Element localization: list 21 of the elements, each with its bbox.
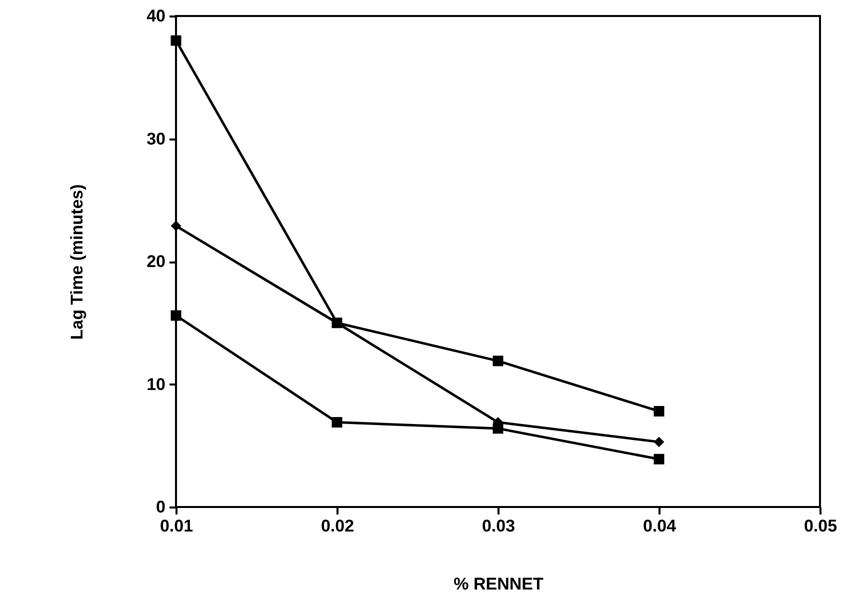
point	[492, 423, 504, 434]
x-tick-label: 0.01	[160, 516, 194, 536]
point	[170, 220, 182, 232]
y-tick-label: 20	[146, 252, 166, 271]
y-tick-label: 10	[146, 374, 166, 394]
point	[654, 454, 664, 464]
point	[332, 417, 342, 428]
point	[170, 35, 182, 46]
y-axis-title: Lag Time (minutes)	[68, 184, 87, 340]
y-tick-label: 0	[156, 498, 166, 516]
x-tick-label: 0.04	[642, 516, 677, 536]
y-tick-label: 30	[146, 129, 166, 148]
y-tick-label: 40	[146, 6, 166, 26]
x-tick-label: 0.03	[482, 516, 516, 536]
x-tick-label: 0.02	[320, 516, 354, 536]
point	[170, 310, 182, 321]
point	[654, 436, 664, 448]
point	[492, 356, 504, 366]
x-axis-title: % RENNET	[454, 574, 544, 594]
point	[654, 406, 664, 416]
x-tick-label: 0.05	[804, 516, 838, 536]
